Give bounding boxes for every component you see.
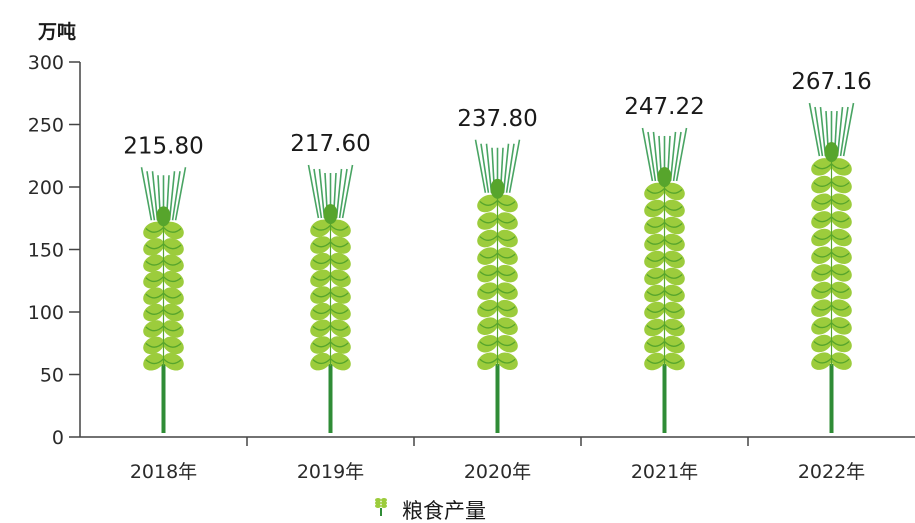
bar-wheat-2018年 bbox=[140, 167, 187, 433]
y-tick-label: 100 bbox=[28, 302, 64, 324]
bars: 215.80 217.60 237.80 247.22 267.16 bbox=[123, 69, 872, 433]
y-tick-label: 50 bbox=[40, 365, 64, 387]
x-tick-label: 2022年 bbox=[798, 461, 865, 483]
data-label: 237.80 bbox=[457, 106, 537, 132]
x-tick-label: 2020年 bbox=[464, 461, 531, 483]
legend: 粮食产量 bbox=[375, 498, 486, 523]
y-tick-label: 200 bbox=[28, 177, 64, 199]
bar-wheat-2021年 bbox=[641, 127, 688, 433]
y-tick-label: 250 bbox=[28, 115, 64, 137]
y-tick-label: 300 bbox=[28, 52, 64, 74]
x-axis-labels: 2018年 2019年 2020年 2021年 2022年 bbox=[130, 437, 865, 483]
legend-wheat-icon bbox=[375, 498, 387, 516]
x-tick-label: 2019年 bbox=[297, 461, 364, 483]
data-label: 267.16 bbox=[791, 69, 871, 95]
data-label: 217.60 bbox=[290, 131, 370, 157]
y-tick-label: 0 bbox=[52, 427, 64, 449]
bar-wheat-2020年 bbox=[474, 139, 521, 433]
y-axis-ticks: 0 50 100 150 200 250 300 bbox=[28, 52, 80, 449]
y-axis-unit-label: 万吨 bbox=[37, 20, 76, 43]
bar-wheat-2022年 bbox=[808, 102, 855, 433]
x-tick-label: 2018年 bbox=[130, 461, 197, 483]
bar-wheat-2019年 bbox=[307, 164, 354, 433]
data-label: 215.80 bbox=[123, 133, 203, 159]
x-tick-label: 2021年 bbox=[631, 461, 698, 483]
y-tick-label: 150 bbox=[28, 240, 64, 262]
data-label: 247.22 bbox=[624, 94, 704, 120]
legend-label: 粮食产量 bbox=[402, 499, 486, 523]
